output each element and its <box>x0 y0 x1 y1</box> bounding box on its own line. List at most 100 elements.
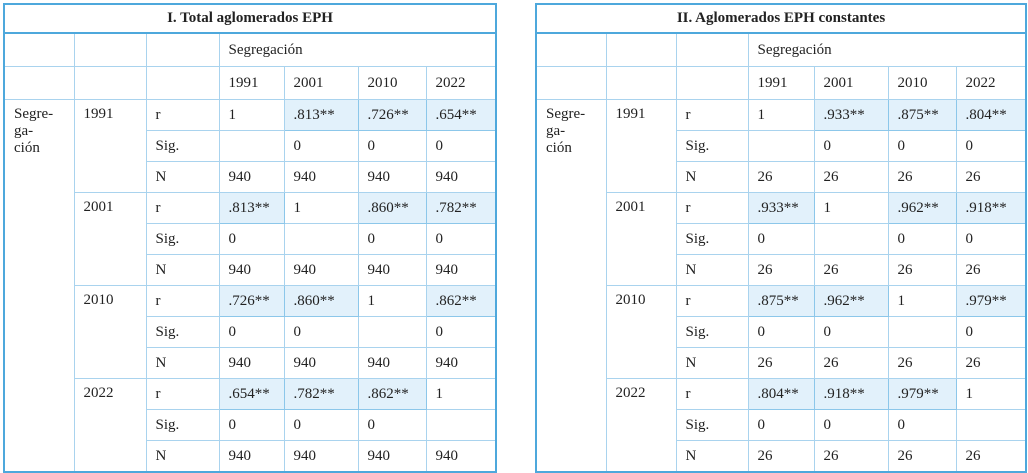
value-cell: 940 <box>357 347 427 379</box>
row-label-line: Segre- <box>14 106 54 122</box>
table-title: I. Total aglomerados EPH <box>3 3 497 34</box>
stat-label: r <box>145 285 220 317</box>
value-cell: .782** <box>283 378 359 410</box>
value-cell: 0 <box>357 409 427 441</box>
table-title: II. Aglomerados EPH constantes <box>535 3 1027 34</box>
value-cell <box>425 409 497 441</box>
stat-label: N <box>675 161 749 193</box>
value-cell: 0 <box>747 409 815 441</box>
stat-label: N <box>145 254 220 286</box>
year-header: 2001 <box>283 66 359 100</box>
value-cell: 0 <box>955 130 1027 162</box>
value-cell: .933** <box>813 99 889 131</box>
data-row: 2022 r .804** .918** .979** 1 <box>536 378 1027 473</box>
header-row: Segregación <box>3 32 497 67</box>
empty-cell <box>675 66 749 100</box>
value-cell: 940 <box>218 440 285 473</box>
data-row: Sig. 0 0 0 <box>4 223 497 255</box>
value-cell: 26 <box>955 347 1027 379</box>
value-cell: 940 <box>357 440 427 473</box>
title-row: I. Total aglomerados EPH <box>3 3 497 34</box>
stat-label: r <box>675 99 749 131</box>
value-cell: 940 <box>357 254 427 286</box>
data-row: N 940 940 940 940 <box>4 161 497 193</box>
header-row: Segregación <box>535 32 1027 67</box>
empty-cell <box>605 32 677 67</box>
row-label-line: ción <box>546 140 572 156</box>
stat-label: Sig. <box>145 316 220 348</box>
year-header: 2022 <box>955 66 1027 100</box>
value-cell: 0 <box>887 409 957 441</box>
value-cell: .862** <box>425 285 497 317</box>
value-cell: 940 <box>218 161 285 193</box>
stat-label: r <box>675 378 749 410</box>
value-cell: 940 <box>283 254 359 286</box>
empty-cell <box>605 66 677 100</box>
value-cell: 26 <box>813 254 889 286</box>
value-cell: .875** <box>887 99 957 131</box>
value-cell: .860** <box>283 285 359 317</box>
value-cell: 26 <box>813 440 889 473</box>
year-header: 2001 <box>813 66 889 100</box>
header-label: Segregación <box>218 32 497 67</box>
data-row: Sig. 0 0 0 <box>4 316 497 348</box>
value-cell <box>357 316 427 348</box>
value-cell: 940 <box>283 440 359 473</box>
value-cell: .726** <box>357 99 427 131</box>
stat-label: N <box>145 347 220 379</box>
data-row: Segre-ga-ción 1991 r 1.813** .726** .654** <box>3 99 497 473</box>
value-cell: 0 <box>955 223 1027 255</box>
empty-cell <box>3 32 75 67</box>
value-cell: .804** <box>955 99 1027 131</box>
value-cell: 1 <box>425 378 497 410</box>
value-cell: 0 <box>955 316 1027 348</box>
value-cell: .726** <box>218 285 285 317</box>
value-cell <box>747 130 815 162</box>
year-header: 2010 <box>887 66 957 100</box>
data-row: 2010 r .875** .962** 1.979** <box>536 285 1027 379</box>
value-cell: .860** <box>357 192 427 224</box>
title-row: II. Aglomerados EPH constantes <box>535 3 1027 34</box>
year-header: 2022 <box>425 66 497 100</box>
value-cell: 0 <box>283 409 359 441</box>
data-row: 2001 r .933** 1.962** .918** <box>536 192 1027 286</box>
group-year: 2001 <box>605 192 677 286</box>
data-row: N 26 26 26 26 <box>536 440 1027 473</box>
value-cell: .813** <box>283 99 359 131</box>
stat-label: Sig. <box>145 223 220 255</box>
value-cell: 1 <box>955 378 1027 410</box>
value-cell: 940 <box>283 161 359 193</box>
value-cell: 940 <box>357 161 427 193</box>
value-cell: .933** <box>747 192 815 224</box>
value-cell <box>955 409 1027 441</box>
group-year: 1991 <box>73 99 147 193</box>
data-row: N 26 26 26 26 <box>536 347 1027 379</box>
group-year: 2022 <box>605 378 677 473</box>
value-cell: 0 <box>813 409 889 441</box>
stat-label: N <box>675 347 749 379</box>
data-row: 2010 r .726** .860** 1.862** <box>4 285 497 379</box>
stat-label: N <box>145 161 220 193</box>
value-cell: 0 <box>813 130 889 162</box>
stat-label: r <box>145 192 220 224</box>
value-cell: 940 <box>218 347 285 379</box>
data-row: 2022 r .654** .782** .862** 1 <box>4 378 497 473</box>
header-label: Segregación <box>747 32 1027 67</box>
year-header: 1991 <box>747 66 815 100</box>
data-row: N 26 26 26 26 <box>536 254 1027 286</box>
value-cell: 0 <box>357 130 427 162</box>
stat-label: r <box>675 285 749 317</box>
value-cell: 1 <box>747 99 815 131</box>
year-header: 1991 <box>218 66 285 100</box>
value-cell: 1 <box>357 285 427 317</box>
year-header: 2010 <box>357 66 427 100</box>
value-cell: 26 <box>955 254 1027 286</box>
value-cell: .875** <box>747 285 815 317</box>
value-cell: .979** <box>887 378 957 410</box>
value-cell: .804** <box>747 378 815 410</box>
value-cell: 0 <box>813 316 889 348</box>
value-cell <box>887 316 957 348</box>
value-cell: 26 <box>747 440 815 473</box>
empty-cell <box>145 66 220 100</box>
